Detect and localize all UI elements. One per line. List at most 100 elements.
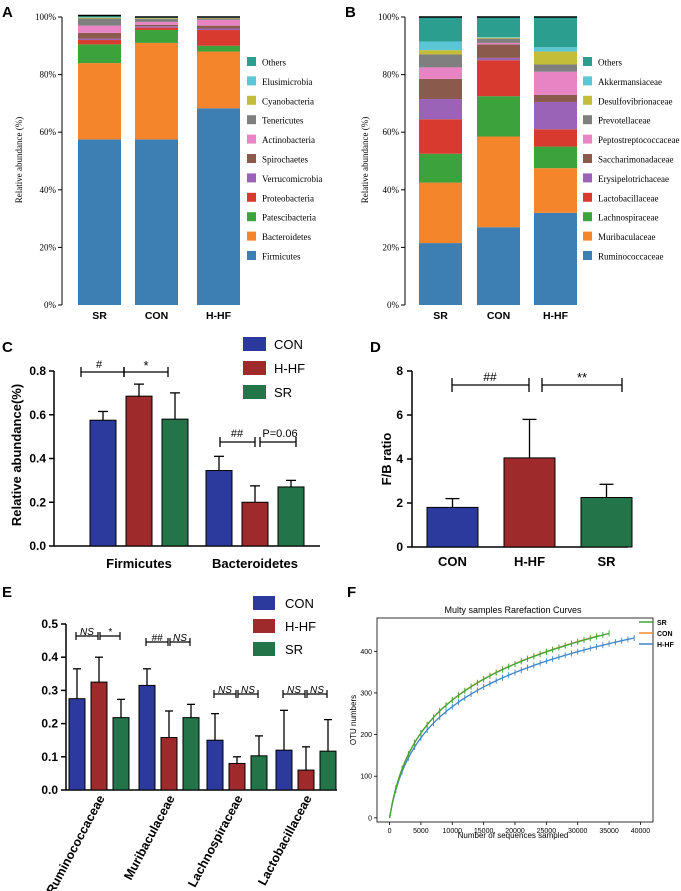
d-y-tick-label: 0 <box>396 540 403 554</box>
e-y-tick-label: 0.0 <box>41 783 58 797</box>
a-bar-segment-tenericutes <box>197 18 240 20</box>
a-y-tick-label: 40% <box>40 185 57 195</box>
panel-c-label: C <box>2 339 13 356</box>
a-y-tick-label: 100% <box>35 12 57 22</box>
panel-f: F Multy samples Rarefaction Curves Numbe… <box>347 584 674 840</box>
b-bar-segment-muribaculaceae <box>477 136 520 228</box>
f-x-tick-label: 5000 <box>413 828 429 835</box>
c-y-tick-label: 0.2 <box>29 495 46 509</box>
e-legend-label: SR <box>285 642 303 657</box>
b-legend-label: Erysipelotrichaceae <box>598 174 669 184</box>
c-bar-con <box>205 470 233 547</box>
panel-a-label: A <box>2 4 13 21</box>
a-legend-label: Cyanobacteria <box>262 96 314 106</box>
c-y-tick-label: 0.8 <box>29 364 46 378</box>
b-bar-segment-erysipelotrichaceae <box>477 57 520 61</box>
b-bar-segment-others <box>477 17 520 38</box>
d-bar-h-hf <box>503 457 556 548</box>
panel-d-bars <box>426 418 633 548</box>
a-legend-swatch <box>247 154 256 163</box>
a-legend-swatch <box>247 76 256 86</box>
f-y-tick-label: 200 <box>360 732 372 739</box>
d-y-tick-label: 8 <box>396 364 403 378</box>
a-legend-label: Elusimicrobia <box>262 77 313 87</box>
b-bar-segment-peptostreptococcaceae <box>534 71 577 95</box>
b-bar-segment-lachnospiraceae <box>534 146 577 169</box>
f-curve-h-hf <box>388 637 635 818</box>
f-legend-label: H-HF <box>657 642 674 649</box>
f-x-tick-label: 0 <box>388 828 392 835</box>
c-annotation: P=0.06 <box>262 428 297 440</box>
a-bar-segment-firmicutes <box>135 139 178 305</box>
a-bar-segment-patescibacteria <box>78 44 121 64</box>
e-annotation: NS <box>173 633 187 644</box>
e-y-tick-label: 0.3 <box>41 683 58 697</box>
a-category-label: CON <box>145 310 168 322</box>
c-bar-sr <box>161 418 189 547</box>
a-legend-label: Proteobacteria <box>262 193 314 203</box>
e-category-label: Lactobacillaceae <box>255 793 314 888</box>
b-legend-swatch <box>583 154 592 163</box>
b-bar-segment-desulfovibrionaceae <box>419 50 462 55</box>
panel-c-annotations: # * ## P=0.06 <box>80 358 298 447</box>
panel-e-annotations: NS * ## NS NS NS NS NS <box>75 627 328 698</box>
a-bar-segment-actinobacteria <box>78 25 121 33</box>
a-bar-segment-tenericutes <box>135 19 178 22</box>
a-legend-swatch <box>247 231 256 241</box>
d-y-tick-label: 6 <box>396 408 403 422</box>
f-x-tick-label: 20000 <box>505 828 525 835</box>
b-bar-segment-lactobacillaceae <box>534 129 577 147</box>
panel-c-ylabel: Relative abundance(%) <box>9 384 24 526</box>
panel-d-ylabel: F/B ratio <box>379 433 394 486</box>
e-legend-label: CON <box>285 596 314 611</box>
f-legend-label: CON <box>657 631 673 638</box>
a-legend-label: Actinobacteria <box>262 135 315 145</box>
b-bar-segment-others <box>419 17 462 42</box>
a-legend-label: Others <box>262 58 286 68</box>
e-legend-label: H-HF <box>285 619 316 634</box>
b-bar-segment-ruminococcaceae <box>534 212 577 305</box>
a-bar-segment-firmicutes <box>78 139 121 305</box>
b-legend-swatch <box>583 76 592 86</box>
a-bar-segment-bacteroidetes <box>78 63 121 140</box>
c-category-label: Firmicutes <box>106 556 172 571</box>
f-x-tick-label: 35000 <box>599 828 619 835</box>
b-legend-swatch <box>583 173 592 183</box>
c-bar-h-hf <box>241 501 269 547</box>
panel-b-label: B <box>345 4 356 21</box>
b-bar-segment-saccharimonadaceae <box>477 44 520 58</box>
f-x-tick-label: 10000 <box>443 828 463 835</box>
d-y-tick-label: 2 <box>396 496 403 510</box>
d-category-label: CON <box>438 554 467 569</box>
a-bar-segment-verrucomicrobia <box>78 38 121 41</box>
b-bar-segment-peptostreptococcaceae <box>477 42 520 45</box>
a-bar-segment-cyanobacteria <box>78 17 121 19</box>
c-legend-swatch <box>243 385 266 399</box>
b-bar-segment-ruminococcaceae <box>419 243 462 305</box>
panel-c: C Relative abundance(%) 0.0 0.2 0.4 0.6 0.8 F… <box>2 337 320 571</box>
a-bar-segment-bacteroidetes <box>135 42 178 140</box>
e-annotation: * <box>108 627 113 638</box>
e-y-tick-label: 0.4 <box>41 650 58 664</box>
panel-f-lines <box>388 630 635 818</box>
a-bar-segment-actinobacteria <box>135 21 178 25</box>
b-legend-swatch <box>583 251 592 260</box>
b-legend-swatch <box>583 115 592 125</box>
a-legend-label: Spirochaetes <box>262 155 308 165</box>
d-y-tick-label: 4 <box>396 452 403 466</box>
b-bar-segment-muribaculaceae <box>534 168 577 213</box>
a-legend-swatch <box>247 192 256 202</box>
panel-b-ylabel: Relative abundance (%) <box>360 117 370 203</box>
panel-a-ylabel: Relative abundance (%) <box>14 117 24 203</box>
panel-a-bars <box>78 14 240 306</box>
b-bar-segment-erysipelotrichaceae <box>534 101 577 130</box>
panel-c-legend: CON H-HF SR <box>243 337 305 400</box>
a-legend-label: Patescibacteria <box>262 213 316 223</box>
e-bar-con <box>68 698 86 791</box>
c-legend-label: H-HF <box>274 361 305 376</box>
b-legend-label: Akkermansiaceae <box>598 77 662 87</box>
b-y-tick-label: 0% <box>387 300 400 310</box>
f-curve-sr <box>388 632 610 818</box>
d-annotation: ** <box>577 370 587 385</box>
